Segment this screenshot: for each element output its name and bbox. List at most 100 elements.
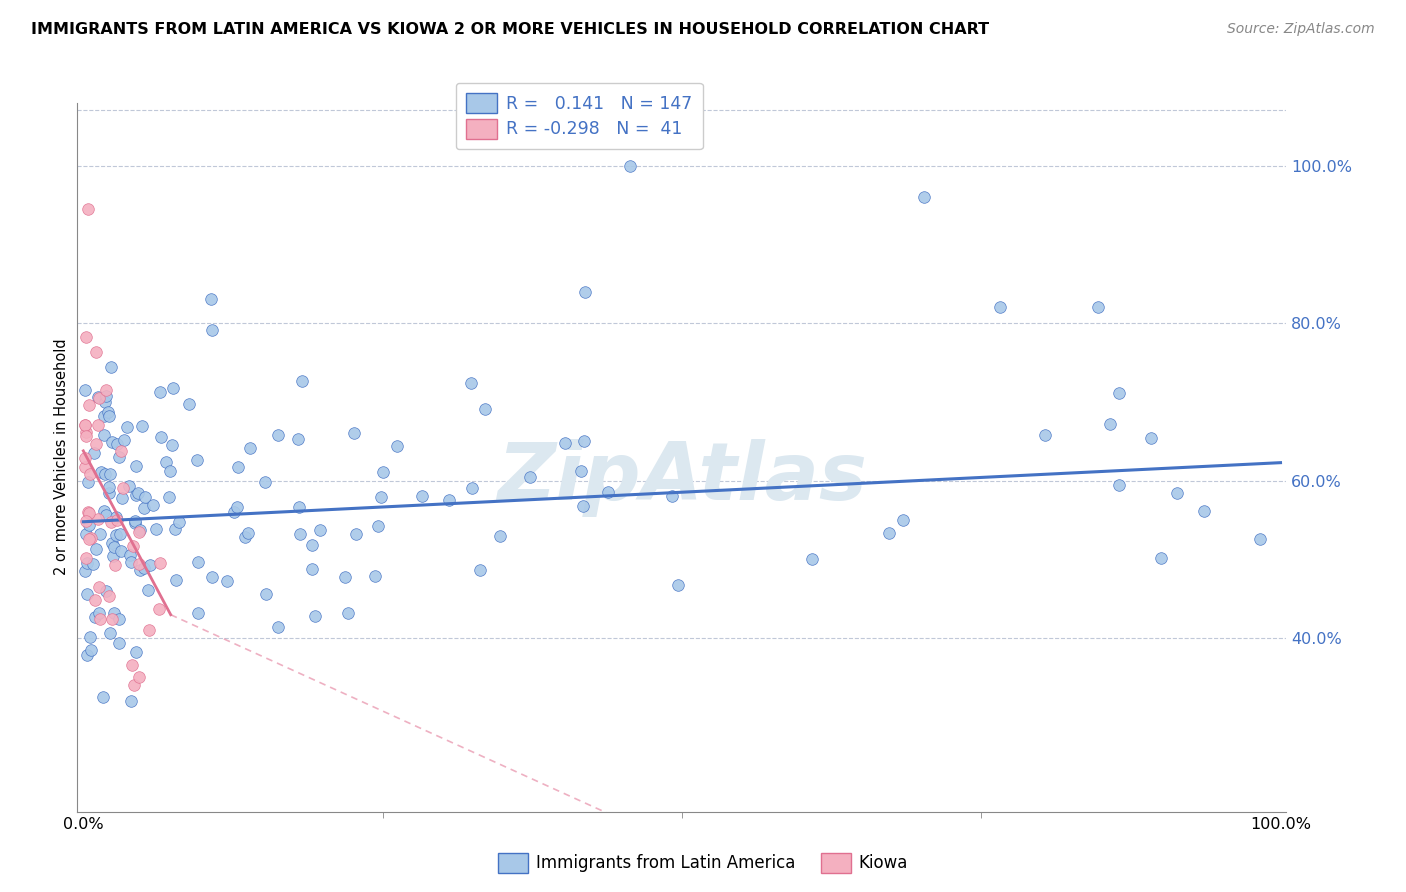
Point [988, 301, 1011, 315]
Point [89, 611, 111, 625]
Point [76, 556, 98, 570]
Point [94, 389, 117, 403]
Point [87, 512, 110, 526]
Point [77, 475, 100, 489]
Point [186, 453, 208, 467]
Point [124, 515, 146, 529]
Point [187, 606, 209, 620]
Text: IMMIGRANTS FROM LATIN AMERICA VS KIOWA 2 OR MORE VEHICLES IN HOUSEHOLD CORRELATI: IMMIGRANTS FROM LATIN AMERICA VS KIOWA 2… [31, 22, 988, 37]
Point [336, 607, 359, 621]
Point [87, 390, 110, 404]
Point [371, 465, 394, 479]
Point [619, 159, 641, 173]
Point [120, 555, 142, 569]
Point [159, 464, 181, 478]
Point [83, 610, 105, 624]
Legend: R =   0.141   N = 147, R = -0.298   N =  41: R = 0.141 N = 147, R = -0.298 N = 41 [456, 83, 703, 149]
Point [200, 292, 222, 306]
Point [110, 526, 132, 541]
Point [1194, 504, 1216, 518]
Point [134, 490, 156, 504]
Point [1166, 485, 1188, 500]
Point [80, 642, 103, 657]
Point [125, 645, 148, 659]
Point [73, 418, 96, 433]
Point [157, 490, 180, 504]
Point [668, 578, 690, 592]
Point [160, 438, 183, 452]
Point [461, 481, 484, 495]
Point [96, 584, 118, 599]
Point [118, 549, 141, 563]
Point [83, 593, 105, 607]
Point [149, 384, 172, 399]
Point [112, 433, 135, 447]
Point [138, 623, 160, 637]
Point [117, 420, 139, 434]
Point [125, 488, 148, 502]
Point [474, 401, 496, 416]
Point [93, 428, 115, 442]
Point [150, 430, 173, 444]
Point [110, 544, 132, 558]
Point [1108, 478, 1130, 492]
Point [105, 437, 128, 451]
Point [233, 530, 256, 544]
Point [148, 602, 170, 616]
Point [97, 405, 120, 419]
Point [87, 391, 110, 405]
Point [121, 657, 143, 672]
Point [569, 464, 592, 478]
Point [75, 551, 97, 566]
Point [343, 425, 366, 440]
Point [98, 625, 121, 640]
Point [75, 330, 97, 344]
Point [309, 524, 332, 538]
Point [489, 529, 512, 543]
Point [134, 500, 156, 515]
Point [301, 562, 323, 576]
Point [287, 432, 309, 446]
Point [128, 523, 150, 537]
Text: ZipAtlas: ZipAtlas [496, 440, 868, 517]
Point [97, 590, 120, 604]
Text: Source: ZipAtlas.com: Source: ZipAtlas.com [1227, 22, 1375, 37]
Point [75, 514, 97, 528]
Point [1140, 431, 1163, 445]
Point [877, 525, 900, 540]
Point [75, 429, 97, 443]
Point [107, 636, 129, 650]
Point [128, 524, 150, 539]
Point [304, 609, 326, 624]
Point [105, 513, 128, 527]
Point [572, 434, 595, 449]
Point [554, 436, 576, 450]
Point [84, 345, 107, 359]
Point [79, 631, 101, 645]
Point [98, 467, 121, 481]
Point [93, 409, 115, 424]
Point [100, 516, 122, 530]
Point [1033, 428, 1056, 442]
Point [101, 549, 124, 563]
Point [83, 446, 105, 460]
Point [132, 561, 155, 575]
Point [73, 383, 96, 397]
Point [100, 359, 122, 374]
Point [103, 606, 125, 620]
Point [124, 516, 146, 531]
Point [111, 491, 134, 505]
Point [110, 443, 132, 458]
Point [287, 500, 309, 514]
Point [439, 493, 461, 508]
Point [94, 394, 117, 409]
Point [801, 551, 824, 566]
Point [121, 694, 143, 708]
Point [136, 583, 159, 598]
Point [179, 397, 201, 411]
Point [73, 451, 96, 466]
Point [82, 558, 104, 572]
Point [145, 522, 167, 536]
Point [77, 532, 100, 546]
Point [76, 587, 98, 601]
